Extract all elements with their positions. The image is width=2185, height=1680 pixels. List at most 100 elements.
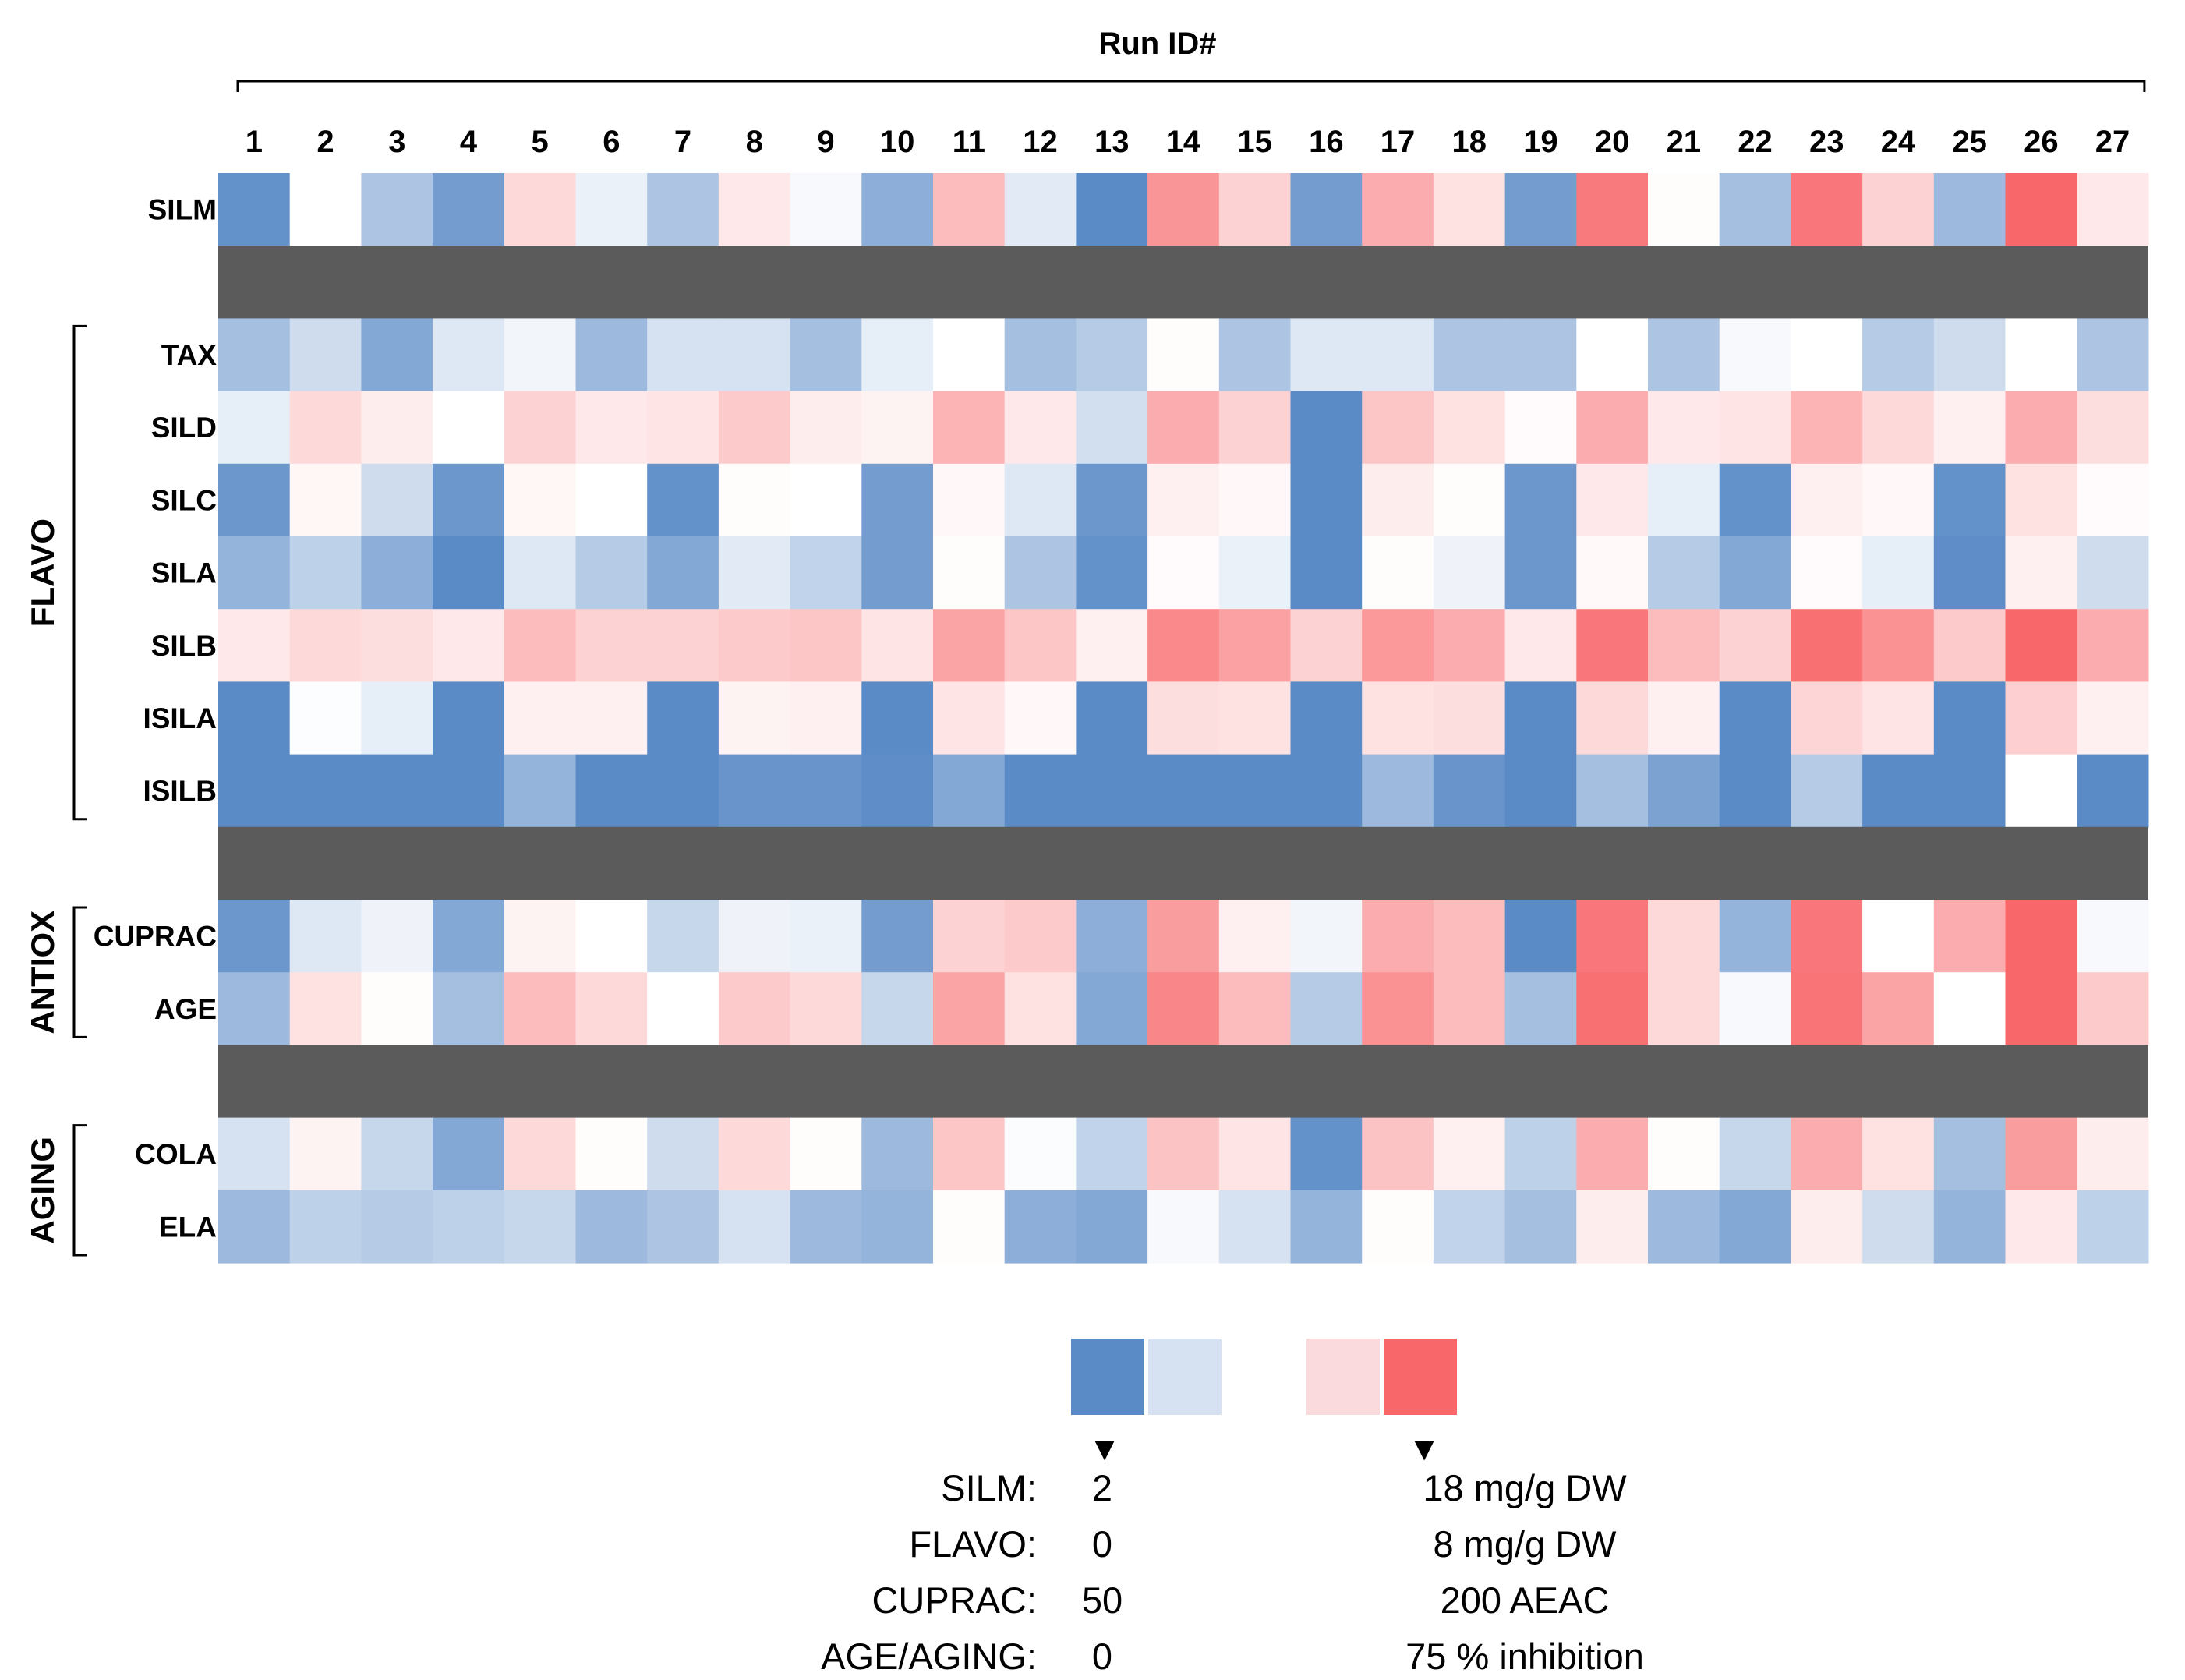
cell-age-3 xyxy=(361,972,433,1045)
cell-sild-14 xyxy=(1147,391,1220,465)
legend-swatch-red-strong xyxy=(1384,1339,1457,1415)
legend-label-1: FLAVO: xyxy=(909,1523,1037,1565)
cell-sild-18 xyxy=(1433,391,1506,465)
cell-silc-3 xyxy=(361,463,433,537)
cell-tax-25 xyxy=(1933,318,2006,392)
cell-tax-7 xyxy=(647,318,719,392)
row-label-tax: TAX xyxy=(161,339,217,371)
cell-sila-23 xyxy=(1791,536,1863,610)
cell-sild-4 xyxy=(433,391,505,465)
cell-cola-19 xyxy=(1504,1117,1577,1191)
separator-bar xyxy=(218,1045,2148,1119)
run-id-label-15: 15 xyxy=(1237,125,1272,159)
cell-isila-21 xyxy=(1648,681,1720,755)
run-id-label-23: 23 xyxy=(1809,125,1844,159)
cell-silm-22 xyxy=(1719,173,1791,246)
cell-cuprac-14 xyxy=(1147,900,1220,973)
run-id-label-25: 25 xyxy=(1952,125,1987,159)
legend-label-3: AGE/AGING: xyxy=(821,1636,1037,1677)
cell-cola-22 xyxy=(1719,1117,1791,1191)
cell-silc-27 xyxy=(2077,463,2149,537)
cell-sila-5 xyxy=(504,536,577,610)
run-id-label-13: 13 xyxy=(1094,125,1130,159)
cell-sild-24 xyxy=(1862,391,1935,465)
cell-silm-3 xyxy=(361,173,433,246)
cell-ela-22 xyxy=(1719,1190,1791,1264)
cell-silc-4 xyxy=(433,463,505,537)
cell-sila-1 xyxy=(218,536,291,610)
cell-silm-15 xyxy=(1218,173,1292,246)
cell-age-8 xyxy=(718,972,791,1045)
cell-cuprac-6 xyxy=(575,900,648,973)
cell-cola-2 xyxy=(289,1117,362,1191)
run-id-label-1: 1 xyxy=(246,125,263,159)
cell-silb-5 xyxy=(504,609,577,682)
cell-silm-7 xyxy=(647,173,719,246)
cell-tax-26 xyxy=(2005,318,2077,392)
cell-silm-27 xyxy=(2077,173,2149,246)
cell-isilb-7 xyxy=(647,754,719,828)
run-id-label-12: 12 xyxy=(1023,125,1058,159)
row-label-silb: SILB xyxy=(151,630,217,662)
cell-cola-18 xyxy=(1433,1117,1506,1191)
cell-isila-2 xyxy=(289,681,362,755)
cell-silm-24 xyxy=(1862,173,1935,246)
cell-age-14 xyxy=(1147,972,1220,1045)
cell-tax-18 xyxy=(1433,318,1506,392)
cell-isila-24 xyxy=(1862,681,1935,755)
cell-ela-24 xyxy=(1862,1190,1935,1264)
cell-silb-24 xyxy=(1862,609,1935,682)
cell-sila-14 xyxy=(1147,536,1220,610)
cell-age-13 xyxy=(1076,972,1148,1045)
cell-isilb-17 xyxy=(1362,754,1434,828)
cell-sila-18 xyxy=(1433,536,1506,610)
cell-silc-23 xyxy=(1791,463,1863,537)
cell-isilb-14 xyxy=(1147,754,1220,828)
cell-silb-7 xyxy=(647,609,719,682)
cell-isila-20 xyxy=(1576,681,1649,755)
cell-silm-4 xyxy=(433,173,505,246)
cell-ela-19 xyxy=(1504,1190,1577,1264)
run-id-label-2: 2 xyxy=(316,125,334,159)
cell-sild-17 xyxy=(1362,391,1434,465)
cell-cola-4 xyxy=(433,1117,505,1191)
cell-silm-9 xyxy=(790,173,862,246)
cell-cola-14 xyxy=(1147,1117,1220,1191)
run-id-label-7: 7 xyxy=(674,125,691,159)
cell-isilb-12 xyxy=(1004,754,1077,828)
cell-ela-21 xyxy=(1648,1190,1720,1264)
cell-silb-9 xyxy=(790,609,862,682)
cell-ela-13 xyxy=(1076,1190,1148,1264)
run-id-label-5: 5 xyxy=(532,125,549,159)
run-id-label-3: 3 xyxy=(388,125,405,159)
cell-sila-15 xyxy=(1218,536,1292,610)
cell-isila-13 xyxy=(1076,681,1148,755)
cell-tax-3 xyxy=(361,318,433,392)
cell-isilb-1 xyxy=(218,754,291,828)
cell-isila-3 xyxy=(361,681,433,755)
legend-low-2: 50 xyxy=(1082,1579,1123,1621)
cell-sild-7 xyxy=(647,391,719,465)
cell-isilb-27 xyxy=(2077,754,2149,828)
row-label-isilb: ISILB xyxy=(143,775,217,807)
cell-sild-1 xyxy=(218,391,291,465)
cell-sila-27 xyxy=(2077,536,2149,610)
cell-silb-17 xyxy=(1362,609,1434,682)
cell-sila-13 xyxy=(1076,536,1148,610)
cell-sild-8 xyxy=(718,391,791,465)
cell-sild-6 xyxy=(575,391,648,465)
cell-silb-16 xyxy=(1290,609,1363,682)
cell-silc-14 xyxy=(1147,463,1220,537)
cell-sila-19 xyxy=(1504,536,1577,610)
cell-silb-1 xyxy=(218,609,291,682)
cell-age-19 xyxy=(1504,972,1577,1045)
cell-cola-27 xyxy=(2077,1117,2149,1191)
cell-age-11 xyxy=(933,972,1006,1045)
cell-silb-11 xyxy=(933,609,1006,682)
cell-cuprac-23 xyxy=(1791,900,1863,973)
legend-high-3: 75 % inhibition xyxy=(1405,1636,1644,1677)
cell-silb-15 xyxy=(1218,609,1292,682)
cell-sila-20 xyxy=(1576,536,1649,610)
legend-swatch-red-light xyxy=(1306,1339,1380,1415)
